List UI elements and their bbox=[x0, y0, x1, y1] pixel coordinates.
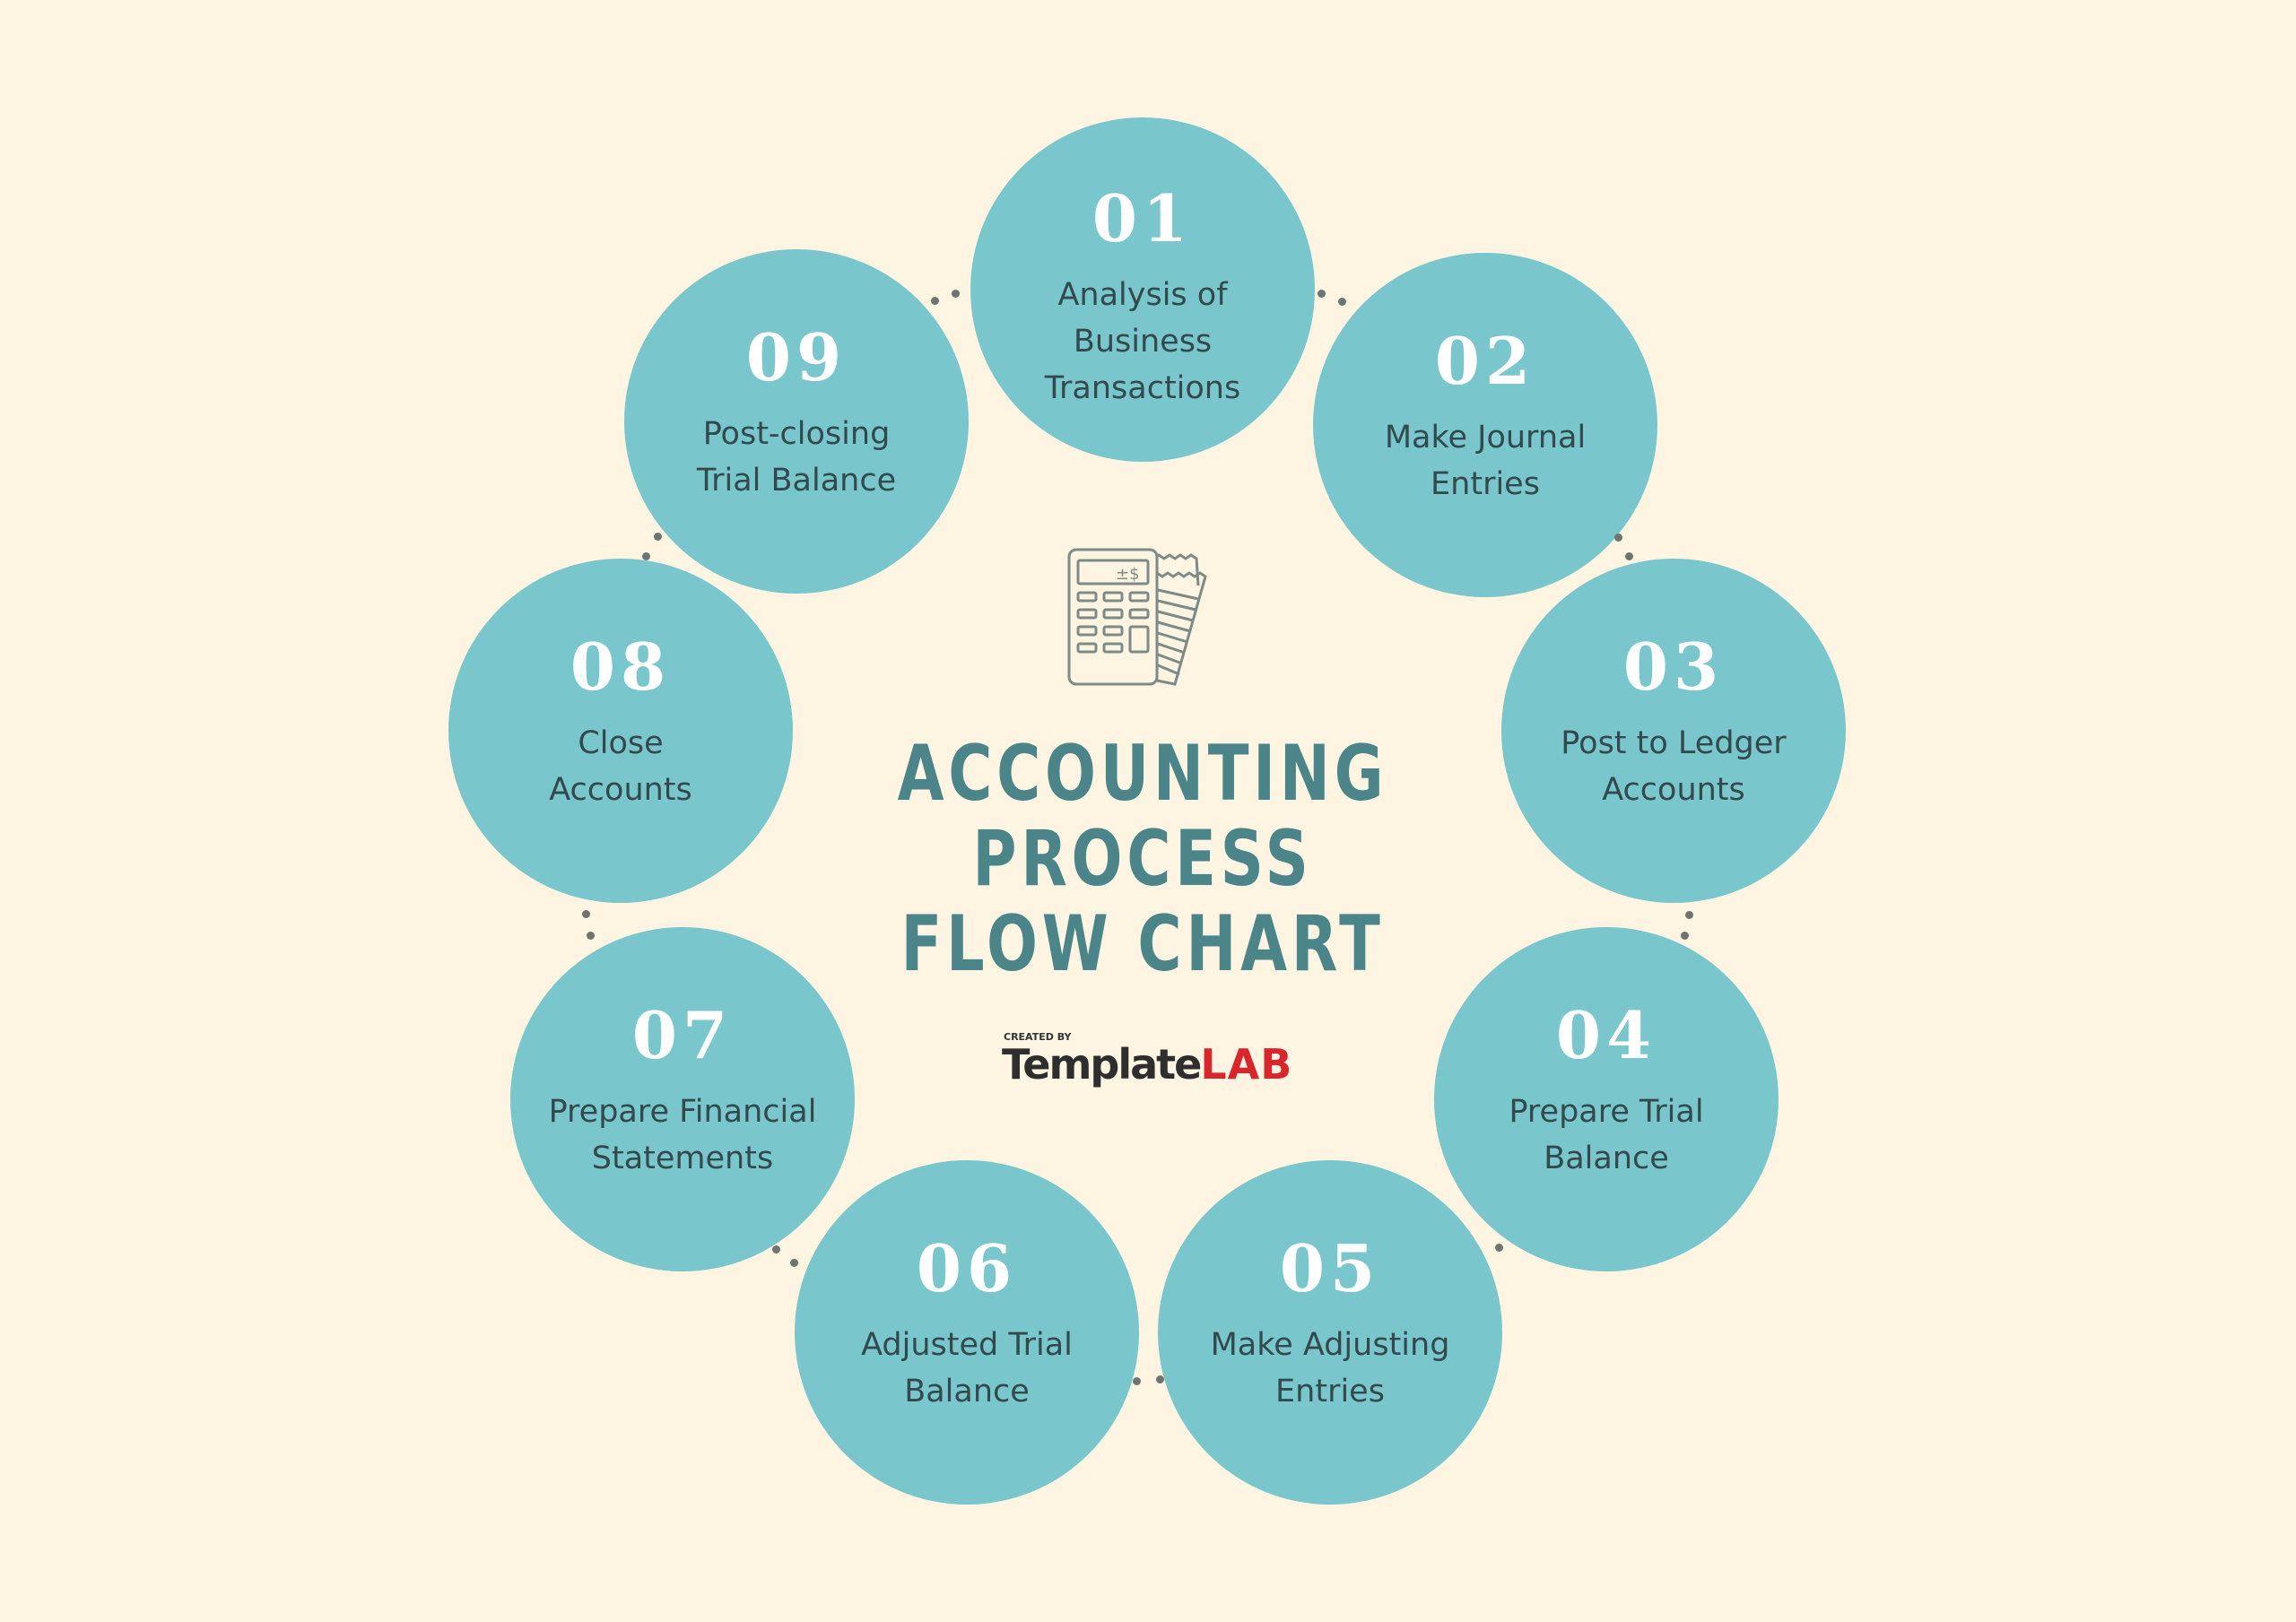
step-number: 03 bbox=[1622, 629, 1725, 705]
connector-dot bbox=[587, 932, 595, 940]
step-circle-08: 08 Close Accounts bbox=[448, 559, 793, 903]
step-number: 07 bbox=[631, 997, 734, 1073]
step-circle-02: 02 Make Journal Entries bbox=[1313, 253, 1657, 597]
step-number: 02 bbox=[1434, 323, 1536, 399]
connector-dot bbox=[1318, 290, 1326, 298]
connector-dot bbox=[1495, 1244, 1503, 1252]
step-label: Post to Ledger Accounts bbox=[1561, 725, 1787, 808]
calculator-receipt-icon: ±$ bbox=[1067, 548, 1207, 686]
connector-dot bbox=[1156, 1375, 1164, 1383]
step-circle-04: 04 Prepare Trial Balance bbox=[1434, 927, 1779, 1271]
step-label: Make Adjusting Entries bbox=[1210, 1327, 1450, 1409]
step-label: Prepare Financial Statements bbox=[548, 1094, 817, 1176]
step-circle-03: 03 Post to Ledger Accounts bbox=[1501, 559, 1846, 903]
connector-dot bbox=[642, 552, 650, 560]
step-label: Adjusted Trial Balance bbox=[861, 1327, 1073, 1409]
connector-dot bbox=[1614, 533, 1622, 542]
connector-dot bbox=[1625, 552, 1633, 560]
svg-text:±$: ±$ bbox=[1116, 565, 1140, 584]
step-circle-01: 01 Analysis of Business Transactions bbox=[970, 117, 1315, 462]
step-circle-07: 07 Prepare Financial Statements bbox=[510, 927, 855, 1271]
logo-brand-a: Template bbox=[1002, 1040, 1202, 1089]
step-label: Analysis of Business Transactions bbox=[1044, 277, 1241, 406]
logo-wordmark: TemplateLAB bbox=[1002, 1040, 1292, 1089]
connector-dot bbox=[772, 1245, 780, 1253]
connector-dot bbox=[654, 533, 662, 541]
connector-dot bbox=[1681, 932, 1689, 940]
step-circle-06: 06 Adjusted Trial Balance bbox=[795, 1160, 1139, 1505]
connector-dot bbox=[952, 290, 960, 298]
step-label: Post-closing Trial Balance bbox=[696, 416, 897, 499]
connector-dot bbox=[1685, 911, 1693, 919]
step-number: 06 bbox=[916, 1230, 1018, 1306]
connector-dot bbox=[1338, 298, 1346, 306]
step-number: 05 bbox=[1279, 1230, 1381, 1306]
step-circle-09: 09 Post-closing Trial Balance bbox=[624, 249, 969, 594]
connector-dot bbox=[582, 910, 590, 918]
templatelab-logo: CREATED BY TemplateLAB bbox=[1002, 1031, 1292, 1089]
connector-dot bbox=[790, 1259, 798, 1267]
step-label: Make Journal Entries bbox=[1384, 420, 1587, 502]
step-number: 04 bbox=[1555, 997, 1657, 1073]
connector-dot bbox=[1133, 1377, 1141, 1385]
step-number: 09 bbox=[745, 319, 848, 395]
logo-brand-b: LAB bbox=[1200, 1040, 1293, 1089]
step-label: Prepare Trial Balance bbox=[1509, 1094, 1704, 1176]
logo-created-by: CREATED BY bbox=[1004, 1031, 1072, 1043]
title-line-1: ACCOUNTING bbox=[897, 729, 1388, 819]
step-number: 01 bbox=[1091, 180, 1194, 256]
step-label: Close Accounts bbox=[549, 725, 692, 808]
connector-dot bbox=[931, 297, 939, 305]
title-line-2: PROCESS bbox=[972, 814, 1313, 904]
step-number: 08 bbox=[570, 629, 672, 705]
step-circle-05: 05 Make Adjusting Entries bbox=[1158, 1160, 1502, 1505]
title-line-3: FLOW CHART bbox=[900, 899, 1385, 989]
